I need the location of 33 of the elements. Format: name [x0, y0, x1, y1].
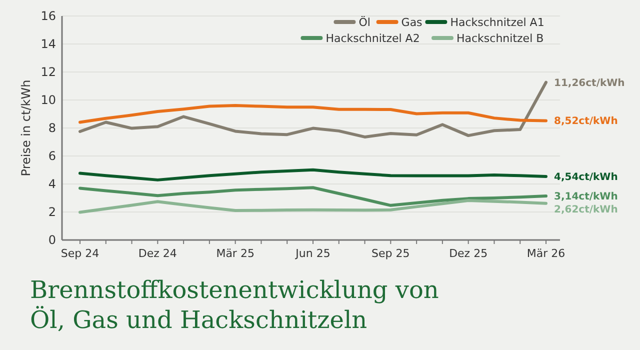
x-tick-label: Dez 25	[449, 247, 488, 260]
x-tick-label: Mär 26	[526, 247, 566, 260]
legend-label: Gas	[401, 16, 423, 29]
x-tick-label: Dez 24	[138, 247, 177, 260]
x-tick-label: Sep 24	[60, 247, 100, 260]
x-tick-label: Mär 25	[216, 247, 254, 260]
annotation: 2,62ct/kWh	[554, 204, 618, 216]
text: Brennstoffkostenentwicklung von Öl, Gas und Hackschnitzeln	[30, 276, 439, 334]
y-tick-label: 4	[48, 177, 56, 192]
annotation: 4,54ct/kWh	[554, 172, 618, 183]
y-tick-label: 14	[40, 37, 56, 52]
line-series	[78, 186, 548, 207]
y-tick-label: 10	[40, 93, 56, 108]
y-tick-label: 0	[48, 233, 56, 248]
line-series	[78, 168, 548, 182]
y-axis-title: Preise in ct/kWh	[19, 80, 33, 176]
y-tick-label: 8	[48, 121, 56, 136]
line-series	[78, 104, 548, 124]
legend-label: Hackschnitzel A1	[450, 16, 544, 29]
legend-label: Hackschnitzel B	[456, 32, 544, 45]
x-tick-label: Jun 25	[294, 247, 330, 260]
annotation: 3,14ct/kWh	[554, 192, 618, 203]
y-tick-label: 6	[48, 149, 56, 164]
y-tick-label: 12	[40, 65, 56, 80]
x-tick-label: Sep 25	[372, 247, 410, 260]
legend-label: Hackschnitzel A2	[326, 32, 420, 45]
legend-label: Öl	[358, 14, 370, 29]
y-tick-label: 16	[40, 9, 56, 24]
line-series	[78, 80, 548, 138]
annotation: 8,52ct/kWh	[554, 116, 618, 128]
y-tick-label: 2	[48, 205, 56, 220]
line-series	[78, 199, 548, 214]
annotation: 11,26ct/kWh	[554, 78, 625, 89]
